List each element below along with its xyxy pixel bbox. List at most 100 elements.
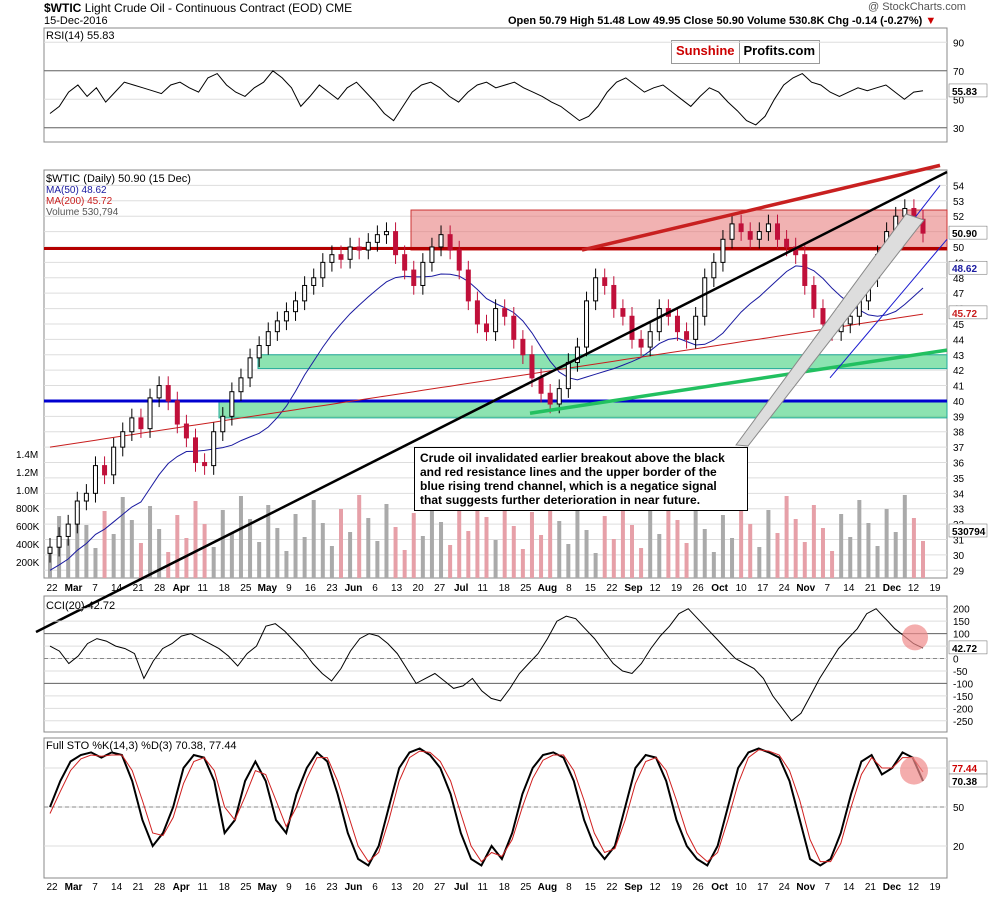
price-last-ma50: 48.62: [952, 264, 977, 275]
candle-body: [402, 254, 408, 271]
x-label: 22: [606, 583, 618, 594]
candle-body: [465, 269, 471, 302]
candle-body: [847, 315, 853, 325]
volume-bar: [702, 529, 707, 578]
x-label: 21: [133, 583, 145, 594]
candle-body: [747, 231, 753, 240]
volume-bar: [148, 506, 153, 578]
price-tick: 34: [953, 489, 965, 500]
volume-bar: [593, 553, 598, 578]
symbol: $WTIC: [44, 1, 82, 15]
volume-bar: [193, 501, 198, 578]
black-support-line: [35, 170, 948, 634]
x-label: 12: [908, 583, 920, 594]
candle-body: [529, 354, 535, 379]
volume-bar: [630, 525, 634, 578]
candle-body: [584, 300, 590, 348]
sto-last-k: 70.38: [952, 777, 977, 788]
x-label: Dec: [883, 882, 902, 893]
volume-bar: [811, 505, 816, 578]
candle-body: [274, 320, 280, 333]
volume-bar: [911, 518, 916, 578]
price-last-ma200: 45.72: [952, 309, 977, 320]
x-label: 14: [843, 583, 855, 594]
x-label: Sep: [624, 583, 642, 594]
volume-bar: [429, 499, 434, 578]
volume-bar: [884, 509, 889, 578]
price-tick: 53: [953, 197, 965, 208]
volume-bar: [111, 534, 116, 578]
x-label: 21: [133, 882, 145, 893]
price-tick: 36: [953, 459, 965, 470]
x-label: 6: [372, 882, 378, 893]
volume-bar: [202, 524, 207, 578]
support-zone-upper: [257, 354, 948, 370]
volume-bar: [284, 551, 289, 578]
volume-bar: [466, 531, 471, 578]
candle-body: [802, 254, 808, 286]
price-tick: 31: [953, 536, 965, 547]
x-label: 20: [413, 583, 425, 594]
x-label: 26: [693, 583, 705, 594]
candle-body: [47, 546, 53, 554]
x-label: 7: [825, 583, 831, 594]
candle-body: [165, 385, 171, 402]
x-label: 23: [326, 882, 338, 893]
volume-bar: [720, 515, 725, 578]
candle-body: [247, 357, 253, 379]
candle-body: [484, 323, 489, 333]
volume-bar: [693, 506, 698, 578]
x-label: 17: [757, 583, 769, 594]
candle-body: [620, 308, 626, 317]
cci-line: [49, 608, 924, 722]
volume-bar: [602, 516, 607, 578]
rsi-tick: 50: [953, 95, 965, 106]
cci-tick: -150: [953, 692, 973, 703]
candle-body: [229, 391, 235, 417]
candle-body: [693, 315, 699, 340]
price-tick: 48: [953, 274, 965, 285]
x-label: 22: [46, 583, 58, 594]
volume-bar: [639, 548, 644, 578]
x-label: 19: [671, 583, 683, 594]
volume-bar: [220, 510, 225, 578]
rsi-last-box: [948, 83, 988, 98]
candle-body: [374, 234, 380, 243]
candle-body: [383, 231, 389, 236]
candle-body: [738, 223, 744, 233]
cci-tick: -250: [953, 717, 973, 728]
volume-tick: 1.2M: [16, 468, 38, 479]
volume-tick: 400K: [16, 540, 40, 551]
candle-body: [656, 308, 662, 333]
x-label: 7: [825, 882, 831, 893]
volume-bar: [248, 519, 253, 578]
volume-bar: [420, 536, 425, 578]
volume-bar: [921, 541, 925, 578]
rsi-tick: 70: [953, 67, 965, 78]
sto-d-line: [49, 749, 924, 863]
candle-body: [65, 523, 71, 537]
cci-last: 42.72: [952, 644, 977, 655]
annotation-box: Crude oil invalidated earlier breakout a…: [414, 447, 748, 511]
candle-body: [293, 300, 299, 313]
volume-bar: [48, 553, 52, 578]
price-tick: 35: [953, 474, 965, 485]
panel-frame-3: [43, 737, 948, 879]
x-label: 9: [286, 583, 292, 594]
candle-body: [474, 300, 480, 325]
volume-bar: [784, 496, 789, 578]
volume-bar: [511, 526, 516, 578]
x-label: 11: [478, 583, 489, 594]
volume-tick: 200K: [16, 558, 40, 569]
x-label: Jul: [454, 882, 469, 893]
candle-body: [493, 308, 499, 333]
volume-bar: [448, 545, 453, 578]
x-label: 14: [111, 583, 123, 594]
price-tick: 40: [953, 397, 965, 408]
volume-bar: [830, 551, 835, 578]
volume-bar: [684, 543, 689, 578]
cci-tick: 200: [953, 605, 970, 616]
volume-bar: [393, 527, 398, 578]
volume-bar: [120, 497, 125, 578]
